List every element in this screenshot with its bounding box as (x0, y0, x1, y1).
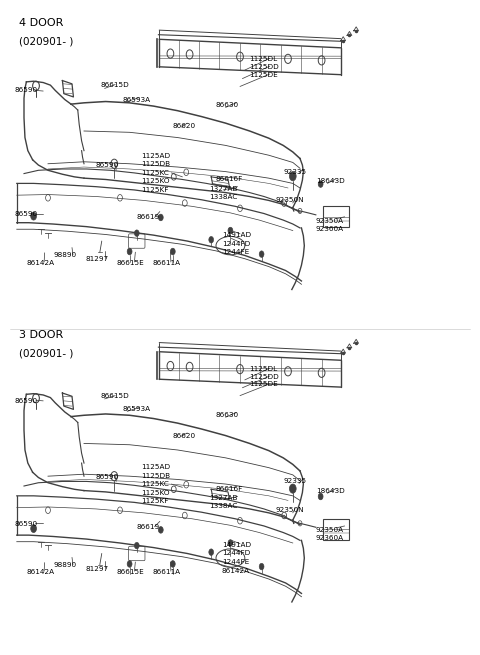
Text: 86142A: 86142A (26, 260, 55, 267)
Text: 1125DL: 1125DL (250, 56, 278, 62)
Text: 98890: 98890 (54, 252, 77, 259)
Text: 92350A: 92350A (316, 527, 344, 533)
Text: 4 DOOR: 4 DOOR (19, 18, 63, 28)
Text: 86615D: 86615D (101, 393, 130, 400)
Text: 92360A: 92360A (316, 535, 344, 542)
Text: 86616F: 86616F (216, 486, 243, 493)
Text: 1244FD: 1244FD (222, 550, 250, 557)
Text: 1125DB: 1125DB (142, 472, 171, 479)
Circle shape (31, 525, 36, 533)
Text: 81297: 81297 (85, 255, 108, 262)
Text: 86615E: 86615E (116, 260, 144, 267)
Text: 92350A: 92350A (316, 217, 344, 224)
Text: 86616F: 86616F (216, 176, 243, 183)
Circle shape (209, 549, 214, 555)
Text: 86630: 86630 (216, 411, 239, 418)
Text: 86620: 86620 (173, 122, 196, 129)
Text: 86590: 86590 (14, 211, 37, 217)
Circle shape (228, 540, 233, 546)
Text: 86142A: 86142A (222, 567, 250, 574)
Text: 86590: 86590 (96, 162, 119, 168)
Circle shape (289, 484, 296, 493)
Text: 1125KO: 1125KO (142, 489, 170, 496)
Circle shape (127, 561, 132, 567)
Bar (323, 519, 349, 540)
Text: 86611A: 86611A (153, 569, 181, 576)
Text: 1125KC: 1125KC (142, 481, 169, 487)
Text: 92335: 92335 (283, 478, 306, 485)
Text: 86615D: 86615D (101, 82, 130, 88)
Text: 81297: 81297 (85, 565, 108, 572)
Text: 1338AC: 1338AC (209, 503, 237, 510)
Text: 1125DB: 1125DB (142, 161, 171, 168)
Text: 1125AD: 1125AD (142, 153, 171, 159)
Text: 86590: 86590 (14, 398, 37, 404)
Text: 1244FE: 1244FE (222, 559, 249, 565)
Text: 1125DE: 1125DE (250, 71, 278, 78)
Text: 1491AD: 1491AD (222, 542, 251, 548)
Text: 98890: 98890 (54, 561, 77, 568)
Text: 1125KO: 1125KO (142, 178, 170, 185)
Circle shape (31, 212, 36, 220)
Text: 1491AD: 1491AD (222, 232, 251, 238)
Circle shape (170, 561, 175, 567)
Text: 1125KF: 1125KF (142, 498, 169, 504)
Text: 1327AB: 1327AB (209, 185, 237, 192)
Circle shape (134, 230, 139, 236)
Text: (020901- ): (020901- ) (19, 348, 73, 359)
Text: 86593A: 86593A (122, 406, 151, 413)
Text: 1125DD: 1125DD (250, 373, 279, 380)
Text: 86593A: 86593A (122, 96, 151, 103)
Text: 92350N: 92350N (275, 507, 304, 514)
Text: 86590: 86590 (14, 87, 37, 94)
Circle shape (127, 248, 132, 255)
Circle shape (259, 563, 264, 570)
Text: 1327AB: 1327AB (209, 495, 237, 502)
Text: 18643D: 18643D (316, 178, 345, 184)
Text: 86590: 86590 (96, 474, 119, 480)
Circle shape (318, 493, 323, 500)
Circle shape (209, 236, 214, 243)
Text: 1125DL: 1125DL (250, 365, 278, 372)
Text: (020901- ): (020901- ) (19, 36, 73, 47)
Text: 92360A: 92360A (316, 225, 344, 232)
Text: 3 DOOR: 3 DOOR (19, 330, 63, 341)
Text: 86611A: 86611A (153, 260, 181, 267)
Text: 1125DE: 1125DE (250, 381, 278, 388)
Circle shape (228, 227, 233, 234)
Circle shape (318, 181, 323, 187)
Text: 86590: 86590 (14, 521, 37, 527)
Text: 1125AD: 1125AD (142, 464, 171, 470)
Text: 86630: 86630 (216, 102, 239, 108)
Circle shape (158, 527, 163, 533)
Circle shape (170, 248, 175, 255)
Text: 92350N: 92350N (275, 197, 304, 204)
Text: 86615E: 86615E (116, 569, 144, 576)
Text: 1244FD: 1244FD (222, 240, 250, 247)
Circle shape (158, 214, 163, 221)
Text: 1244FE: 1244FE (222, 249, 249, 255)
Text: 86620: 86620 (173, 432, 196, 439)
Text: 92335: 92335 (283, 168, 306, 175)
Circle shape (289, 172, 296, 181)
Text: 86142A: 86142A (26, 569, 55, 576)
Circle shape (259, 251, 264, 257)
Circle shape (134, 542, 139, 549)
Text: 86619: 86619 (137, 214, 160, 221)
Text: 1125KF: 1125KF (142, 187, 169, 193)
Bar (323, 206, 349, 227)
Text: 1125DD: 1125DD (250, 64, 279, 70)
Text: 1125KC: 1125KC (142, 170, 169, 176)
Text: 1338AC: 1338AC (209, 193, 237, 200)
Text: 86619: 86619 (137, 524, 160, 531)
Text: 18643D: 18643D (316, 487, 345, 494)
